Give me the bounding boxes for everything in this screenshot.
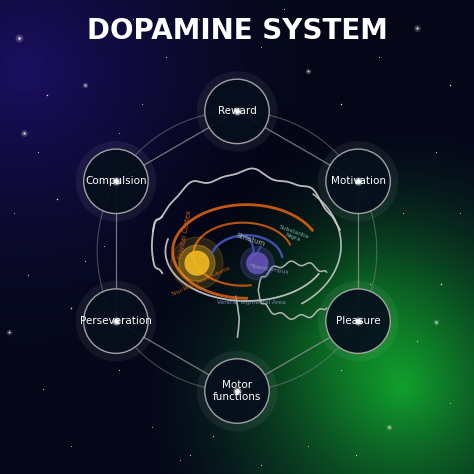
Text: Perseveration: Perseveration xyxy=(80,316,152,326)
Text: Motivation: Motivation xyxy=(330,176,385,186)
Text: Ventral Tegmental Area: Ventral Tegmental Area xyxy=(217,301,285,305)
Circle shape xyxy=(205,79,269,144)
Circle shape xyxy=(179,245,215,281)
Circle shape xyxy=(171,237,223,289)
Circle shape xyxy=(76,141,156,222)
Text: DOPAMINE SYSTEM: DOPAMINE SYSTEM xyxy=(87,17,387,45)
Circle shape xyxy=(318,141,398,222)
Circle shape xyxy=(84,149,148,214)
Circle shape xyxy=(197,351,277,431)
Circle shape xyxy=(84,289,148,354)
Circle shape xyxy=(318,281,398,362)
Circle shape xyxy=(185,251,209,275)
Text: Hippocampus: Hippocampus xyxy=(249,263,289,274)
Text: Substantia
Nigra: Substantia Nigra xyxy=(277,224,310,245)
Text: Pleasure: Pleasure xyxy=(336,316,381,326)
Circle shape xyxy=(247,253,268,273)
Circle shape xyxy=(326,149,390,214)
Text: Reward: Reward xyxy=(218,106,256,117)
Text: Compulsion: Compulsion xyxy=(85,176,147,186)
Circle shape xyxy=(197,71,277,152)
Circle shape xyxy=(241,246,274,280)
Text: Striatum: Striatum xyxy=(236,232,266,247)
Circle shape xyxy=(76,281,156,362)
Text: Motor
functions: Motor functions xyxy=(213,380,261,402)
Text: Frontal Cortex: Frontal Cortex xyxy=(178,210,192,259)
Text: Nucleus Accumbens: Nucleus Accumbens xyxy=(172,265,231,297)
Circle shape xyxy=(326,289,390,354)
Circle shape xyxy=(205,359,269,423)
